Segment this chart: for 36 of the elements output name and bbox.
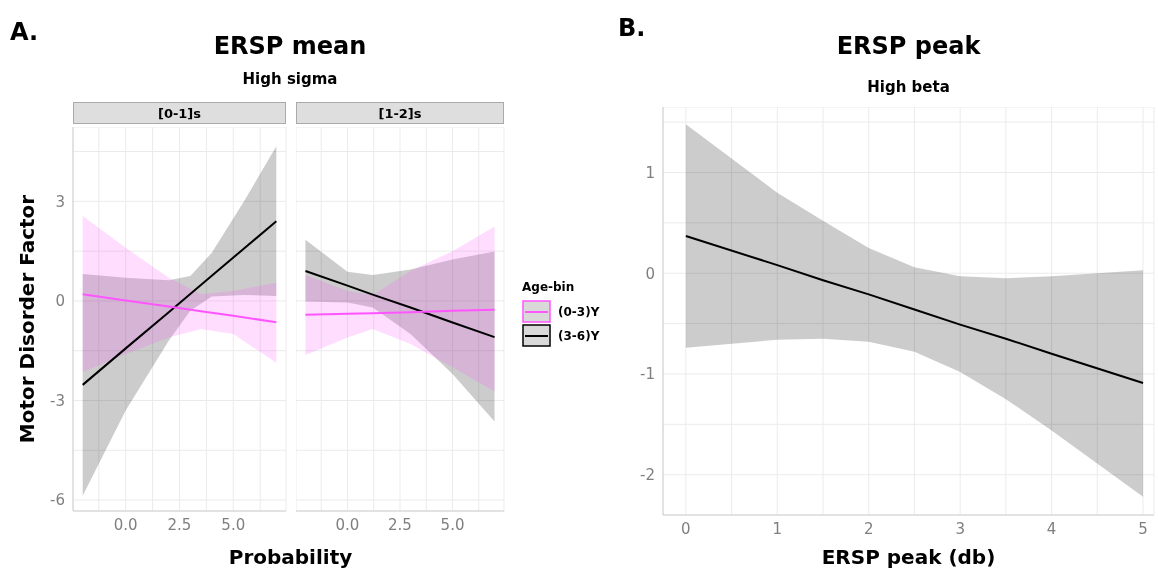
y-tick-label: 3 bbox=[55, 192, 65, 211]
y-tick-label: -3 bbox=[50, 391, 65, 410]
y-tick-label: -2 bbox=[640, 466, 655, 485]
x-tick-label: 5.0 bbox=[221, 515, 246, 534]
x-tick-label: 2 bbox=[863, 519, 874, 538]
text: High sigma bbox=[241, 70, 339, 88]
text: B. bbox=[618, 14, 646, 42]
y-tick-label: 1 bbox=[645, 163, 655, 182]
x-tick-label: 2.5 bbox=[167, 515, 192, 534]
y-tick-label: -1 bbox=[640, 365, 655, 384]
chart-title: [1-2]s bbox=[296, 102, 504, 124]
x-tick-label: 4 bbox=[1046, 519, 1057, 538]
y-tick-label: 0 bbox=[55, 292, 65, 311]
legend-title: Age-bin bbox=[522, 280, 576, 294]
legend-label: (0-3)Y bbox=[558, 305, 600, 319]
x-axis-title: Probability bbox=[227, 545, 354, 569]
chart-subtitle: High beta bbox=[866, 78, 951, 96]
y-tick-label: -6 bbox=[50, 491, 65, 510]
y-tick-label: 0 bbox=[645, 264, 655, 283]
x-tick-label: 1 bbox=[772, 519, 783, 538]
text: ERSP mean bbox=[212, 32, 368, 60]
x-tick-label: 0.0 bbox=[113, 515, 138, 534]
line-series bbox=[684, 234, 1145, 385]
line-series bbox=[81, 293, 278, 324]
x-axis-title: ERSP peak (db) bbox=[820, 545, 997, 569]
x-tick-label: 3 bbox=[955, 519, 965, 538]
x-tick-label: 0 bbox=[681, 519, 691, 538]
x-tick-label: 2.5 bbox=[388, 515, 412, 534]
x-tick-label: 5.0 bbox=[440, 515, 465, 534]
chart-title: ERSP peak bbox=[835, 32, 982, 60]
chart-title: [0-1]s bbox=[73, 102, 286, 124]
x-tick-label: 5 bbox=[1138, 519, 1148, 538]
text: A. bbox=[10, 18, 39, 46]
x-tick-label: 0.0 bbox=[335, 515, 360, 534]
y-axis-title: Motor Disorder Factor bbox=[15, 194, 39, 444]
legend-label: (3-6)Y bbox=[558, 329, 600, 343]
